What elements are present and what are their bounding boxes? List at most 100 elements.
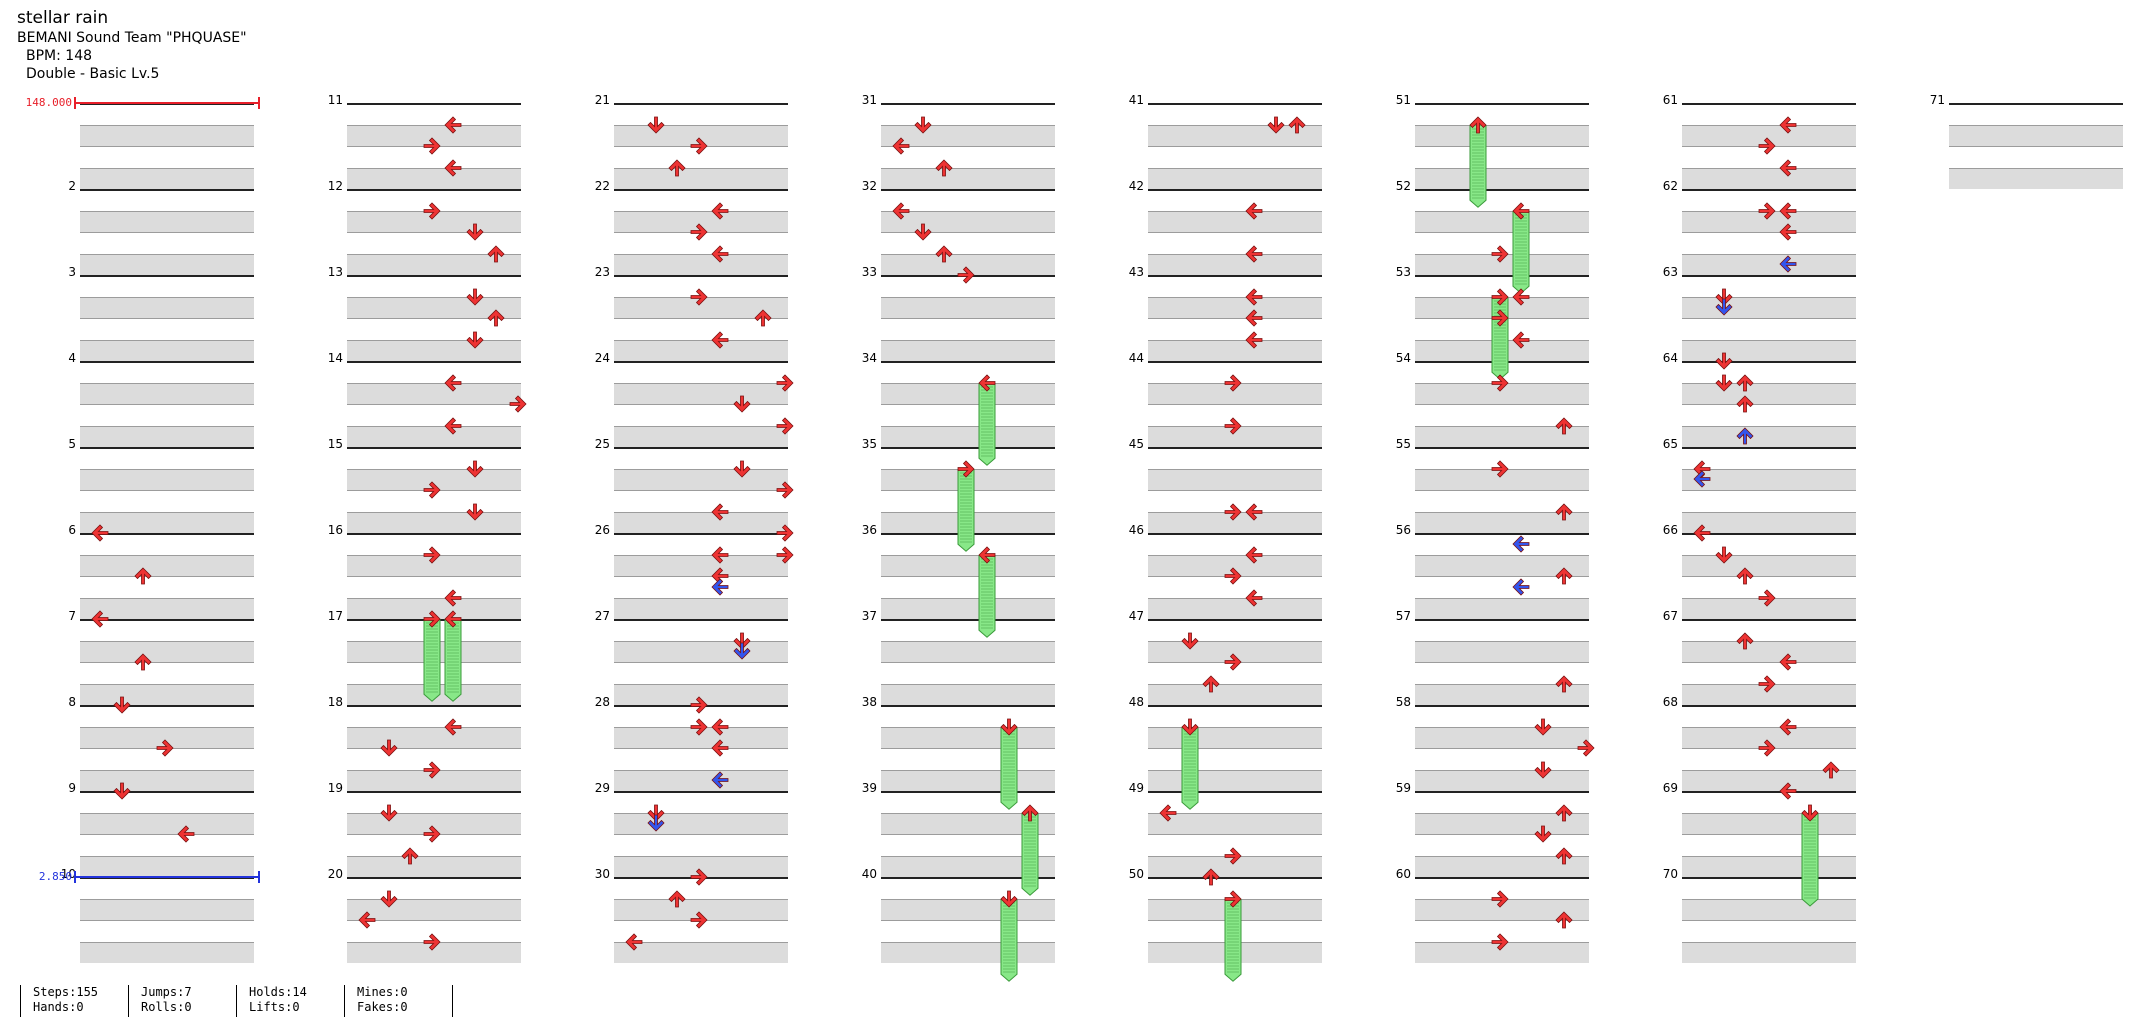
quarter-arrow: [1244, 201, 1264, 221]
beat-line: [347, 296, 521, 298]
beat-band: [80, 554, 254, 576]
beat-line: [881, 662, 1055, 663]
beat-band: [614, 253, 788, 275]
quarter-arrow: [1244, 502, 1264, 522]
bpm-change-tick: [74, 97, 76, 109]
measure-line: [1415, 189, 1589, 191]
beat-line: [1148, 339, 1322, 341]
beat-band: [1148, 425, 1322, 447]
beat-line: [1148, 683, 1322, 685]
measure-number: 29: [594, 781, 610, 795]
hold-note: [1224, 898, 1242, 982]
beat-line: [1682, 726, 1856, 728]
beat-line: [881, 296, 1055, 298]
beat-line: [1148, 812, 1322, 814]
quarter-arrow: [1244, 330, 1264, 350]
beat-band: [347, 597, 521, 619]
quarter-arrow: [710, 545, 730, 565]
beat-line: [80, 511, 254, 513]
measure: 66: [1663, 524, 1856, 619]
measure-number: 27: [594, 609, 610, 623]
beat-band: [80, 382, 254, 404]
quarter-arrow: [689, 222, 709, 242]
hold-note: [1801, 812, 1819, 907]
measure-line: [614, 189, 788, 191]
beat-band: [80, 812, 254, 834]
measure-number: 17: [327, 609, 343, 623]
beat-band: [1415, 898, 1589, 920]
beat-line: [1148, 296, 1322, 298]
measure-number: 54: [1395, 351, 1411, 365]
quarter-arrow: [624, 932, 644, 952]
measure-line: [1682, 877, 1856, 879]
quarter-arrow: [775, 373, 795, 393]
quarter-arrow: [176, 824, 196, 844]
beat-line: [881, 210, 1055, 212]
beat-line: [80, 232, 254, 233]
measure-line: [1148, 189, 1322, 191]
quarter-arrow: [1778, 222, 1798, 242]
measure-line: [1148, 533, 1322, 535]
beat-line: [881, 834, 1055, 835]
beat-band: [347, 511, 521, 533]
measure-number: 53: [1395, 265, 1411, 279]
beat-band: [881, 640, 1055, 662]
beat-band: [80, 167, 254, 189]
hold-head-arrow: [443, 609, 463, 629]
beat-line: [1682, 425, 1856, 427]
beat-band: [614, 339, 788, 361]
measure-line: [80, 275, 254, 277]
quarter-arrow: [1757, 588, 1777, 608]
beat-band: [1682, 726, 1856, 748]
beat-line: [1682, 382, 1856, 384]
measure-number: 63: [1662, 265, 1678, 279]
beat-line: [80, 296, 254, 298]
beat-line: [1415, 920, 1589, 921]
measure-number: 32: [861, 179, 877, 193]
measure-line: [614, 533, 788, 535]
measure-number: 49: [1128, 781, 1144, 795]
quarter-arrow: [379, 803, 399, 823]
beat-line: [1415, 748, 1589, 749]
measure: 6: [68, 524, 254, 619]
measure-line: [80, 877, 254, 879]
quarter-arrow: [486, 244, 506, 264]
beat-band: [614, 296, 788, 318]
beat-band: [881, 855, 1055, 877]
beat-band: [614, 726, 788, 748]
quarter-arrow: [934, 244, 954, 264]
measure-line: [80, 361, 254, 363]
measure-number: 40: [861, 867, 877, 881]
beat-line: [1415, 855, 1589, 857]
quarter-arrow: [422, 545, 442, 565]
beat-band: [881, 554, 1055, 576]
beat-line: [1415, 232, 1589, 233]
beat-band: [1682, 812, 1856, 834]
beat-band: [614, 382, 788, 404]
measure: 30: [595, 868, 788, 963]
measure-line: [1415, 705, 1589, 707]
quarter-arrow: [1778, 158, 1798, 178]
hold-note: [1000, 898, 1018, 982]
beat-line: [881, 920, 1055, 921]
beat-band: [1415, 425, 1589, 447]
beat-band: [347, 554, 521, 576]
stat-cell: Holds:14 Lifts:0: [236, 985, 344, 1017]
quarter-arrow: [689, 717, 709, 737]
measure-number: 22: [594, 179, 610, 193]
quarter-arrow: [956, 265, 976, 285]
beat-line: [1415, 554, 1589, 556]
beat-line: [1682, 296, 1856, 298]
measure-line: [347, 103, 521, 105]
hold-head-arrow: [977, 373, 997, 393]
beat-line: [1148, 253, 1322, 255]
beat-band: [1682, 769, 1856, 791]
beat-band: [1415, 855, 1589, 877]
measure: 71: [1930, 94, 2123, 189]
quarter-arrow: [1223, 566, 1243, 586]
beat-band: [1148, 210, 1322, 232]
quarter-arrow: [1692, 523, 1712, 543]
measure-line: [1148, 791, 1322, 793]
measure-number: 12: [327, 179, 343, 193]
beat-line: [614, 769, 788, 771]
